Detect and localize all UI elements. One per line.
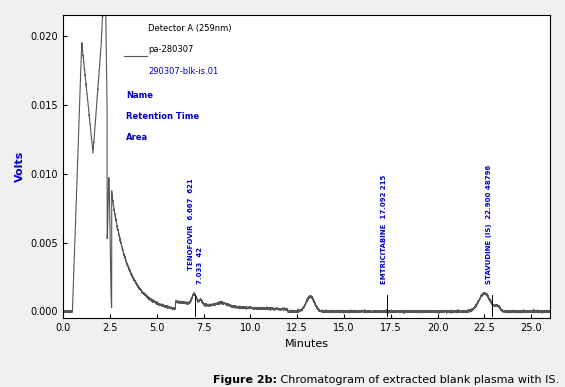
Text: Name: Name <box>127 91 153 100</box>
Text: Retention Time: Retention Time <box>127 112 199 121</box>
Text: pa-280307: pa-280307 <box>148 45 194 54</box>
Text: STAVUDINE (IS)  22.900 48796: STAVUDINE (IS) 22.900 48796 <box>486 164 492 284</box>
Text: 7.033  42: 7.033 42 <box>197 247 203 284</box>
Text: Chromatogram of extracted blank plasma with IS.: Chromatogram of extracted blank plasma w… <box>277 375 559 385</box>
Y-axis label: Volts: Volts <box>15 151 25 182</box>
Text: 290307-blk-is.01: 290307-blk-is.01 <box>148 67 219 75</box>
Text: Detector A (259nm): Detector A (259nm) <box>148 24 232 33</box>
X-axis label: Minutes: Minutes <box>285 339 328 349</box>
Text: Figure 2b:: Figure 2b: <box>213 375 277 385</box>
Text: Area: Area <box>127 133 149 142</box>
Text: TENOFOVIR  6.667  621: TENOFOVIR 6.667 621 <box>188 178 194 270</box>
Text: EMTRICITABINE  17.092 215: EMTRICITABINE 17.092 215 <box>381 175 387 284</box>
